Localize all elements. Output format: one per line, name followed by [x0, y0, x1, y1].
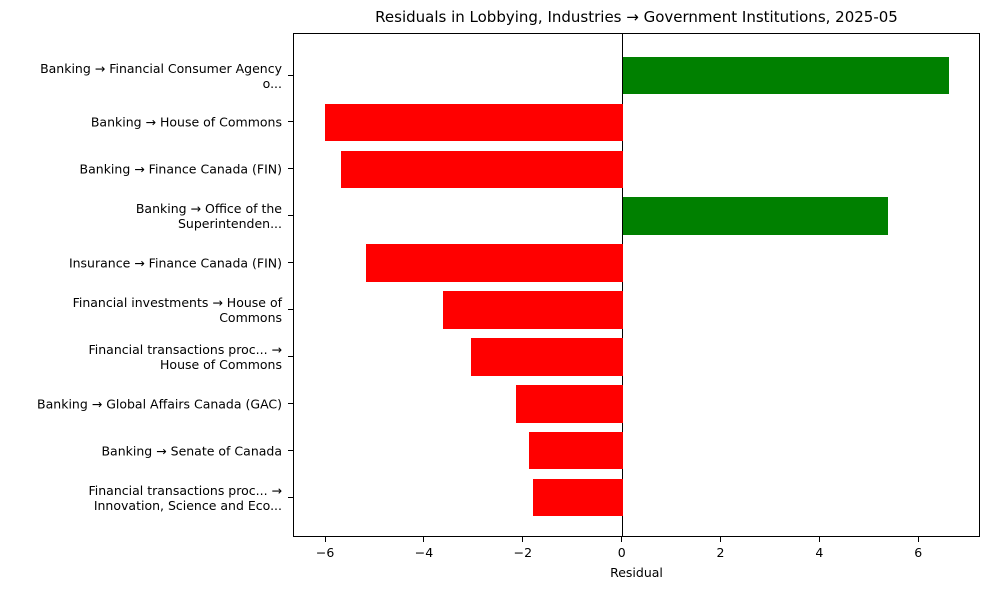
bar-3 — [622, 197, 889, 235]
y-tick-label: Banking → Office of the Superintenden... — [135, 201, 282, 232]
x-tick — [720, 537, 722, 542]
x-tick-label: 4 — [815, 545, 824, 560]
x-axis-label: Residual — [610, 565, 663, 580]
x-tick — [917, 537, 919, 542]
x-tick-label: 2 — [716, 545, 725, 560]
x-tick — [324, 537, 326, 542]
x-tick — [522, 537, 524, 542]
y-tick-label: Banking → Senate of Canada — [101, 443, 282, 459]
zero-reference-line — [622, 34, 624, 536]
y-tick-label: Banking → Global Affairs Canada (GAC) — [37, 396, 282, 412]
plot-area — [293, 33, 980, 537]
y-tick — [288, 402, 293, 404]
bar-0 — [622, 56, 950, 95]
y-tick — [288, 74, 293, 76]
bar-5 — [442, 291, 623, 329]
bar-6 — [470, 338, 623, 376]
y-tick — [288, 309, 293, 310]
y-tick — [288, 121, 293, 123]
y-tick-label: Banking → House of Commons — [90, 114, 282, 130]
y-tick — [288, 215, 293, 217]
bar-8 — [528, 431, 623, 470]
x-tick-label: 6 — [914, 545, 923, 560]
chart-title: Residuals in Lobbying, Industries → Gove… — [375, 8, 898, 26]
y-tick-label: Insurance → Finance Canada (FIN) — [68, 255, 282, 271]
x-tick-label: −4 — [414, 545, 434, 560]
y-tick — [288, 449, 293, 451]
x-tick — [423, 537, 425, 542]
bar-9 — [532, 478, 623, 517]
y-tick-label: Financial investments → House of Commons — [72, 295, 282, 325]
y-tick — [288, 496, 293, 498]
y-tick-label: Financial transactions proc... → House of… — [88, 341, 283, 372]
bar-1 — [325, 103, 623, 142]
bar-4 — [366, 244, 623, 282]
bar-7 — [515, 385, 623, 423]
x-tick-label: 0 — [617, 545, 626, 560]
y-tick-label: Banking → Financial Consumer Agency o... — [40, 60, 282, 91]
x-tick — [621, 537, 623, 542]
y-tick — [288, 168, 293, 170]
y-tick — [288, 262, 293, 264]
x-tick-label: −2 — [513, 545, 533, 560]
y-tick-label: Financial transactions proc... → Innovati… — [88, 482, 283, 513]
y-tick — [288, 355, 293, 357]
x-tick-label: −6 — [315, 545, 335, 560]
bar-2 — [340, 150, 623, 189]
y-tick-label: Banking → Finance Canada (FIN) — [79, 161, 282, 177]
x-tick — [818, 537, 820, 542]
